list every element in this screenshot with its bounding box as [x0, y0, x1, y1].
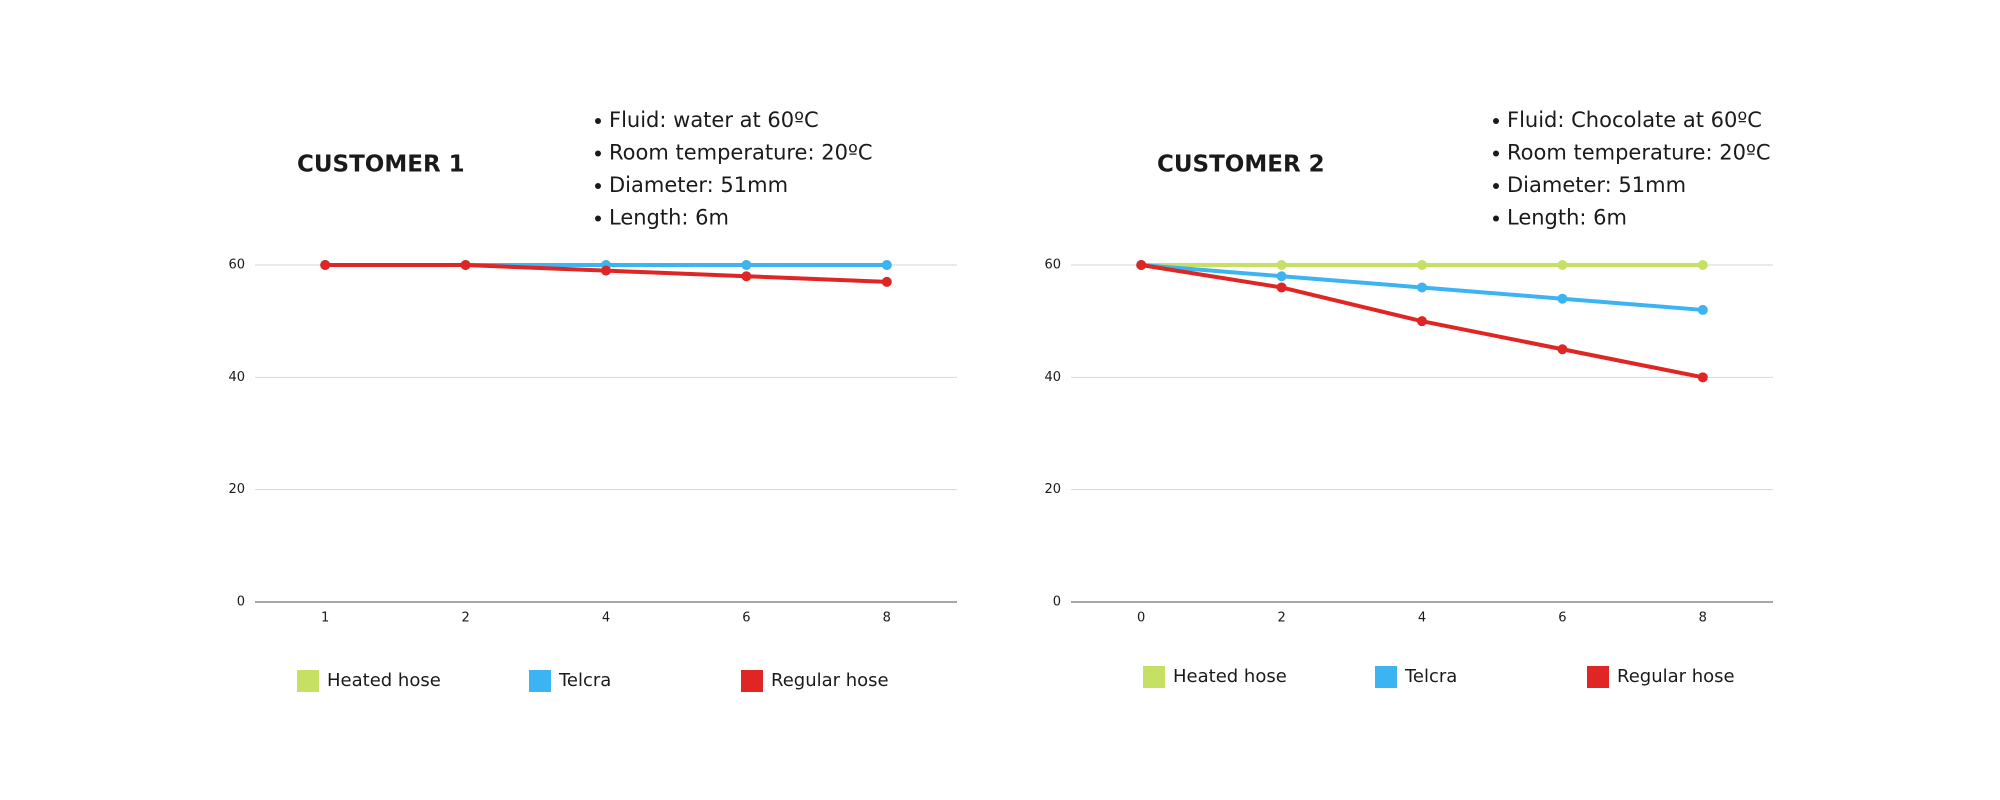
data-point — [1697, 304, 1708, 315]
data-point — [1276, 271, 1287, 282]
note: Diameter: 51mm — [609, 173, 788, 197]
x-tick-label: 2 — [461, 611, 469, 626]
legend-label: Heated hose — [327, 670, 441, 691]
y-tick-label: 20 — [228, 482, 245, 497]
legend-swatch — [1143, 666, 1165, 688]
data-point — [320, 260, 331, 270]
note-bullet — [595, 150, 601, 157]
chart-title: CUSTOMER 2 — [1157, 152, 1325, 178]
legend-swatch — [297, 670, 319, 692]
y-tick-label: 0 — [1053, 595, 1061, 610]
note-bullet — [1493, 150, 1499, 157]
data-point — [1417, 282, 1427, 293]
x-tick-label: 8 — [1699, 611, 1707, 626]
x-tick-label: 6 — [1558, 611, 1566, 626]
data-point — [881, 276, 892, 287]
legend-label: Regular hose — [1617, 666, 1735, 687]
data-point — [1417, 260, 1427, 270]
data-point — [741, 271, 752, 282]
data-point — [1557, 344, 1568, 355]
legend-label: Regular hose — [771, 670, 889, 691]
x-tick-label: 4 — [602, 611, 610, 626]
x-tick-label: 2 — [1277, 611, 1285, 626]
data-point — [1417, 316, 1427, 327]
note-bullet — [1493, 183, 1499, 189]
data-point — [881, 260, 892, 270]
data-point — [1697, 260, 1708, 270]
data-point — [1557, 260, 1568, 270]
x-tick-label: 6 — [742, 611, 750, 626]
note-bullet — [595, 118, 601, 124]
x-tick-label: 8 — [883, 611, 891, 626]
note-bullet — [595, 215, 601, 222]
legend-label: Telcra — [558, 670, 611, 691]
data-point — [1276, 282, 1287, 293]
legend-swatch — [1587, 666, 1609, 688]
note-bullet — [1493, 118, 1499, 124]
note: Fluid: Chocolate at 60ºC — [1507, 108, 1762, 132]
note-bullet — [595, 183, 601, 189]
data-point — [1557, 293, 1568, 304]
x-tick-label: 0 — [1137, 611, 1145, 626]
note-bullet — [1493, 215, 1499, 222]
legend-label: Telcra — [1404, 666, 1457, 687]
data-point — [741, 260, 752, 270]
data-point — [1276, 260, 1287, 270]
note: Room temperature: 20ºC — [1507, 141, 1771, 165]
y-tick-label: 60 — [228, 258, 245, 273]
note: Length: 6m — [1507, 206, 1627, 230]
note: Room temperature: 20ºC — [609, 141, 873, 165]
y-tick-label: 60 — [1044, 258, 1061, 273]
data-point — [1697, 372, 1708, 383]
legend-swatch — [1375, 666, 1397, 688]
data-point — [460, 260, 471, 270]
y-tick-label: 20 — [1044, 482, 1061, 497]
y-tick-label: 40 — [1044, 370, 1061, 385]
x-tick-label: 4 — [1418, 611, 1426, 626]
y-tick-label: 0 — [237, 595, 245, 610]
legend-label: Heated hose — [1173, 666, 1287, 687]
note: Length: 6m — [609, 206, 729, 230]
legend-swatch — [741, 670, 763, 692]
note: Diameter: 51mm — [1507, 173, 1686, 197]
chart-title: CUSTOMER 1 — [297, 152, 465, 178]
y-tick-label: 40 — [228, 370, 245, 385]
data-point — [601, 265, 611, 276]
data-point — [1136, 260, 1147, 270]
x-tick-label: 1 — [321, 611, 329, 626]
legend-swatch — [529, 670, 551, 692]
note: Fluid: water at 60ºC — [609, 108, 819, 132]
